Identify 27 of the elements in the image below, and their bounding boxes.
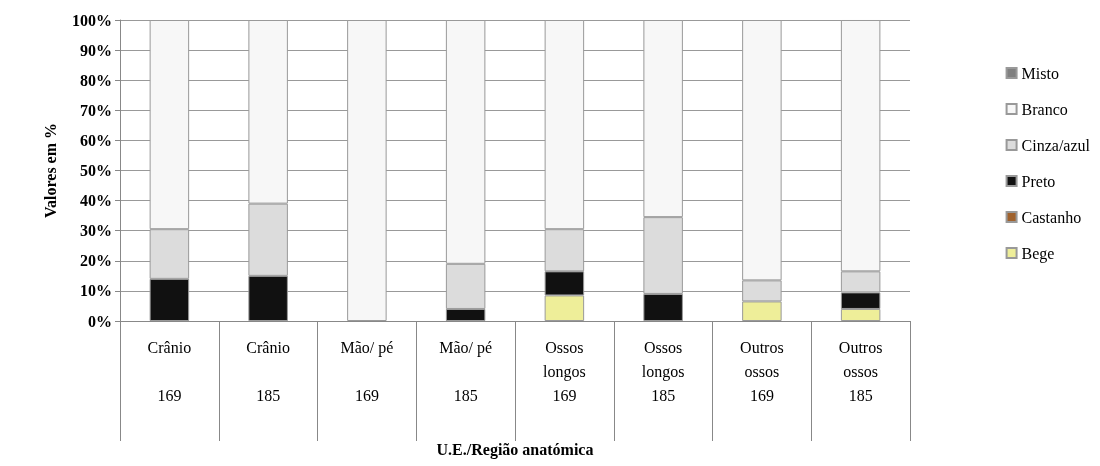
x-tick-label: Outros ossos 169 [740,338,784,404]
x-tick-label: Ossos longos 169 [543,338,586,404]
x-axis-title: U.E./Região anatómica [436,440,594,459]
legend-label: Branco [1021,100,1068,118]
legend-label: Preto [1021,172,1056,190]
y-tick-label: 90% [80,41,112,59]
y-tick-label: 30% [80,222,112,240]
x-tick-label: Ossos longos 185 [641,338,685,404]
y-tick-label: 60% [80,131,112,149]
y-tick-label: 100% [72,11,112,29]
category-label: Mão/ pé 169 [340,338,394,404]
category-label: Crânio 185 [246,338,290,404]
legend-label: Bege [1021,244,1055,263]
y-axis-title: Valores em % [41,122,59,219]
y-tick-label: 10% [80,282,112,300]
legend-label: Cinza/azul [1021,136,1091,154]
category-label: Crânio 169 [147,338,192,404]
x-tick-label: Outros ossos 185 [838,338,883,404]
category-label: Mão/ pé 185 [439,338,493,404]
y-tick-label: 20% [80,252,112,270]
y-tick-label: 80% [80,71,112,89]
legend-label: Misto [1021,64,1059,82]
y-tick-label: 50% [80,162,112,179]
y-tick-label: 0% [88,312,112,330]
legend-label: Castanho [1021,208,1082,226]
y-tick-label: 70% [80,101,112,119]
y-tick-label: 40% [80,192,112,210]
